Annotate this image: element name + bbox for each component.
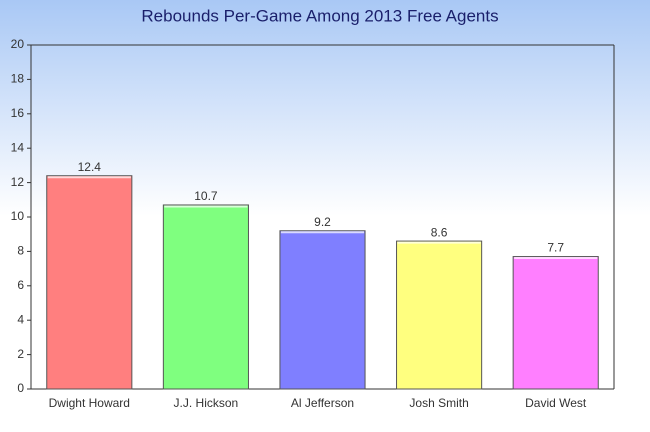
y-tick-label: 4	[17, 312, 24, 326]
bar	[46, 175, 133, 390]
bar	[512, 256, 599, 390]
x-tick-label: Josh Smith	[409, 396, 468, 410]
x-tick-label: David West	[525, 396, 587, 410]
value-label: 7.7	[547, 241, 564, 255]
value-label: 8.6	[431, 225, 448, 239]
y-tick-label: 6	[17, 278, 24, 292]
bar	[396, 240, 483, 390]
y-tick-label: 20	[11, 37, 25, 51]
y-tick-label: 14	[11, 140, 25, 154]
y-tick-label: 10	[11, 209, 25, 223]
y-tick-label: 18	[11, 72, 25, 86]
value-label: 10.7	[194, 189, 218, 203]
y-tick-label: 16	[11, 106, 25, 120]
value-label: 12.4	[78, 160, 102, 174]
y-tick-label: 2	[17, 347, 24, 361]
x-tick-label: Dwight Howard	[49, 396, 130, 410]
value-label: 9.2	[314, 215, 331, 229]
y-tick-label: 0	[17, 381, 24, 395]
x-tick-label: Al Jefferson	[291, 396, 354, 410]
bar	[162, 204, 249, 390]
x-tick-label: J.J. Hickson	[174, 396, 239, 410]
y-tick-label: 12	[11, 175, 25, 189]
bar	[279, 230, 366, 390]
y-tick-label: 8	[17, 244, 24, 258]
chart-title: Rebounds Per-Game Among 2013 Free Agents	[141, 6, 498, 25]
